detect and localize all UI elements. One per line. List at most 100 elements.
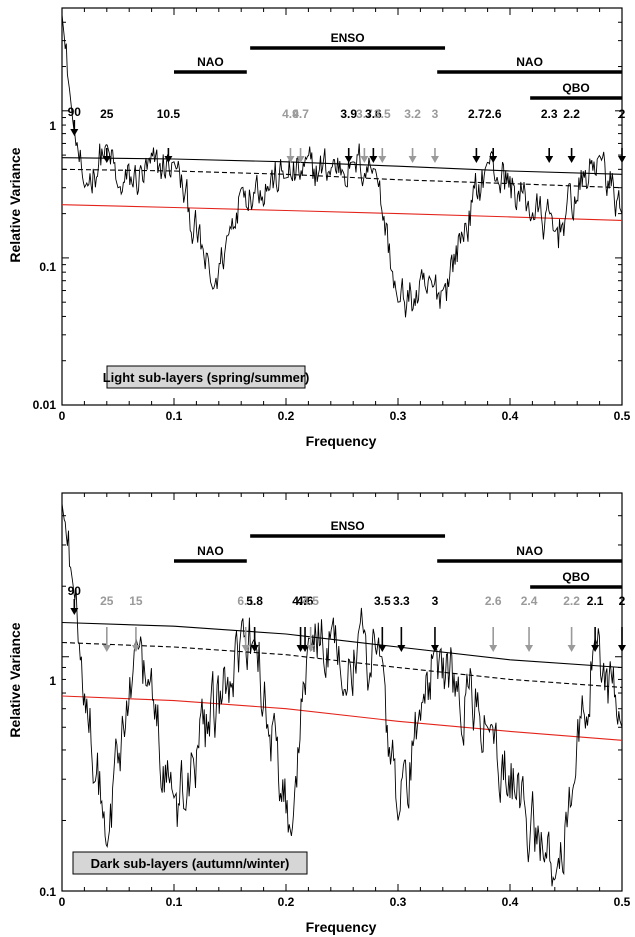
peak-label: 25: [100, 594, 114, 608]
caption-box: [106, 365, 306, 389]
y-tick-label: 1: [49, 674, 56, 688]
peak-arrowhead: [567, 156, 576, 163]
peak-arrowhead: [545, 156, 554, 163]
peak-label: 5.8: [246, 594, 263, 608]
peak-label: 3.5: [374, 107, 391, 121]
x-axis-label: Frequency: [306, 919, 377, 935]
peak-label: 2.6: [485, 107, 502, 121]
band-label: NAO: [516, 55, 543, 69]
peak-arrowhead: [397, 645, 406, 652]
peak-arrowhead: [131, 645, 140, 652]
peak-arrowhead: [618, 645, 626, 652]
x-tick-label: 0.5: [614, 409, 631, 423]
peak-label: 2.4: [521, 594, 538, 608]
dashed-confidence-curve: [61, 168, 623, 189]
y-axis-label: Relative Variance: [7, 622, 23, 737]
band-label: ENSO: [331, 519, 365, 533]
peak-arrowhead: [306, 645, 315, 652]
peak-label: 4.6: [297, 594, 314, 608]
peak-label: 2.2: [563, 594, 580, 608]
x-tick-label: 0.3: [390, 895, 407, 909]
peak-arrowhead: [489, 645, 498, 652]
band-label: NAO: [197, 55, 224, 69]
peak-arrowhead: [378, 645, 387, 652]
peak-arrowhead: [344, 156, 353, 163]
peak-arrowhead: [567, 645, 576, 652]
y-tick-label: 0.1: [39, 885, 56, 899]
peak-arrowhead: [430, 645, 439, 652]
peak-arrowhead: [296, 156, 305, 163]
peak-label: 3.3: [393, 594, 410, 608]
panel-caption: Light sub-layers (spring/summer): [103, 370, 310, 385]
band-label: NAO: [197, 544, 224, 558]
y-tick-label: 0.01: [33, 398, 57, 412]
band-label: QBO: [562, 570, 589, 584]
peak-label: 90: [68, 105, 82, 119]
solid-confidence-curve: [61, 621, 623, 669]
peak-arrowhead: [378, 156, 387, 163]
caption-box: [72, 851, 308, 875]
top-panel: Relative Variance Frequency 0 0.1 0.2 0.…: [7, 7, 631, 449]
dashed-confidence-curve: [61, 641, 623, 688]
x-tick-label: 0.3: [390, 409, 407, 423]
plot-frame: [61, 7, 623, 406]
peak-arrowhead: [250, 645, 259, 652]
peak-arrowhead: [70, 129, 79, 136]
peak-arrowhead: [369, 156, 378, 163]
peak-arrowhead: [164, 156, 173, 163]
peak-arrowhead: [286, 156, 295, 163]
peak-label: 4.9: [282, 107, 299, 121]
peak-arrowhead: [360, 156, 369, 163]
x-tick-label: 0: [59, 409, 66, 423]
panel-caption: Dark sub-layers (autumn/winter): [91, 856, 290, 871]
x-tick-label: 0.4: [502, 409, 519, 423]
band-label: ENSO: [331, 31, 365, 45]
peak-label: 10.5: [157, 107, 181, 121]
peak-arrowhead: [591, 645, 600, 652]
peak-label: 3.5: [374, 594, 391, 608]
peak-arrowhead: [301, 645, 310, 652]
band-label: NAO: [516, 544, 543, 558]
red-background-curve: [61, 204, 623, 221]
x-tick-label: 0.2: [278, 409, 295, 423]
peak-label: 3: [432, 107, 439, 121]
y-tick-label: 1: [49, 119, 56, 133]
peak-label: 25: [100, 107, 114, 121]
band-label: QBO: [562, 81, 589, 95]
peak-arrowhead: [618, 156, 626, 163]
peak-label: 90: [68, 584, 82, 598]
x-tick-label: 0.1: [166, 409, 183, 423]
peak-label: 2: [619, 594, 626, 608]
peak-label: 4.5: [302, 594, 319, 608]
x-tick-label: 0.2: [278, 895, 295, 909]
peak-label: 15: [129, 594, 143, 608]
peak-label: 2.7: [468, 107, 485, 121]
x-tick-label: 0.4: [502, 895, 519, 909]
peak-label: 2.1: [587, 594, 604, 608]
peak-arrowhead: [241, 645, 250, 652]
peak-label: 3.9: [340, 107, 357, 121]
peak-arrowhead: [102, 156, 111, 163]
peak-label: 3.2: [404, 107, 421, 121]
peak-arrowhead: [472, 156, 481, 163]
peak-label: 3.7: [356, 107, 373, 121]
peak-label: 2.2: [563, 107, 580, 121]
peak-label: 2.6: [485, 594, 502, 608]
bottom-panel: Relative Variance Frequency 0 0.1 0.2 0.…: [7, 492, 631, 935]
spectrum-line: [61, 503, 623, 887]
x-tick-label: 0: [59, 895, 66, 909]
peak-label: 2: [619, 107, 626, 121]
peak-label: 3.6: [365, 107, 382, 121]
peak-label: 2.3: [541, 107, 558, 121]
peak-label: 4.7: [292, 594, 309, 608]
peak-arrowhead: [70, 608, 79, 615]
y-axis-label: Relative Variance: [7, 147, 23, 262]
peak-arrowhead: [102, 645, 111, 652]
plot-frame: [61, 492, 623, 892]
peak-label: 3: [432, 594, 439, 608]
peak-arrowhead: [525, 645, 534, 652]
peak-label: 6.1: [237, 594, 254, 608]
spectrum-line: [61, 14, 623, 318]
peak-arrowhead: [430, 156, 439, 163]
